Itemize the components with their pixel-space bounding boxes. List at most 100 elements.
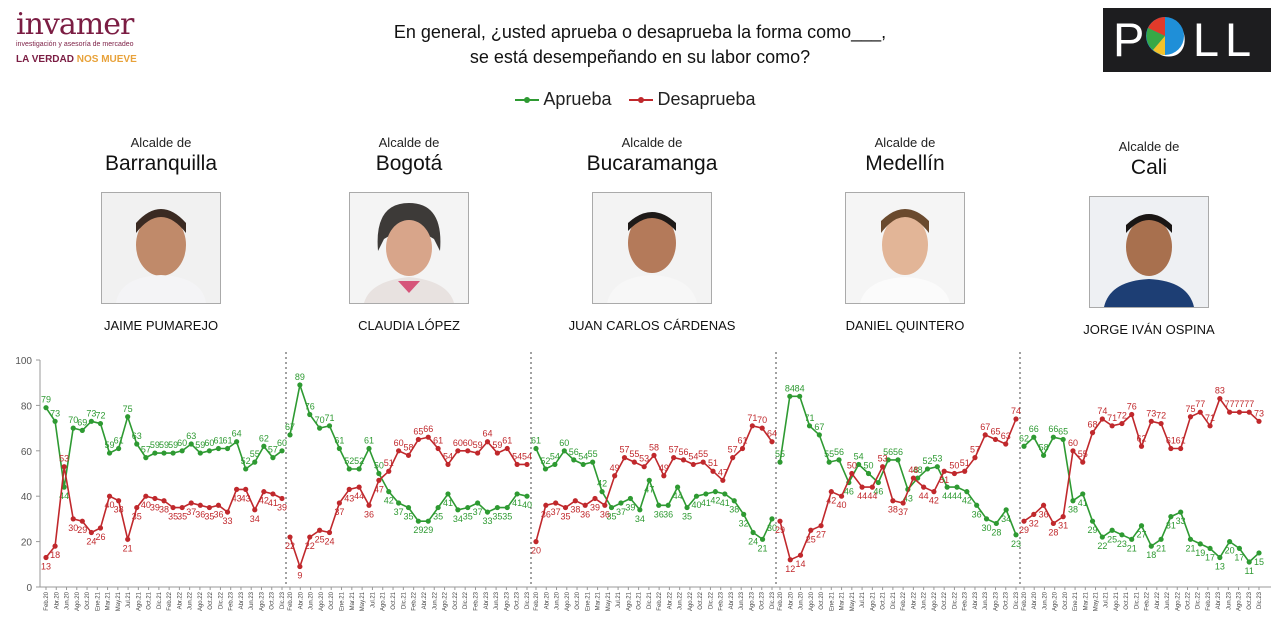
disapprove-point	[572, 498, 578, 504]
approve-point	[1129, 536, 1135, 542]
approve-point	[179, 448, 185, 454]
x-tick-label: Ago.23	[1237, 591, 1243, 611]
approve-data-label: 17	[1234, 552, 1244, 562]
disapprove-point	[415, 436, 421, 443]
approve-data-label: 36	[663, 509, 673, 519]
disapprove-point	[143, 493, 149, 499]
disapprove-data-label: 50	[949, 461, 959, 471]
disapprove-point	[152, 495, 158, 502]
approve-data-label: 18	[1146, 550, 1156, 560]
approve-point	[297, 382, 303, 388]
disapprove-point	[336, 500, 342, 506]
disapprove-point	[524, 461, 530, 468]
approve-point	[856, 461, 862, 468]
disapprove-point	[849, 470, 855, 477]
approve-data-label: 63	[132, 431, 142, 441]
disapprove-point	[553, 500, 559, 506]
approve-point	[1236, 545, 1243, 552]
disapprove-point	[1031, 511, 1037, 517]
approve-data-label: 56	[893, 447, 903, 457]
approve-data-label: 29	[1088, 525, 1098, 535]
disapprove-data-label: 55	[629, 449, 639, 459]
x-tick-label: Ene.21	[829, 591, 835, 611]
approve-point	[964, 489, 970, 495]
approve-point	[197, 450, 203, 456]
approve-point	[116, 445, 122, 452]
x-tick-label: Ago.20	[809, 591, 815, 611]
x-tick-label: Feb.23	[473, 591, 479, 610]
x-tick-label: Jun.20	[65, 591, 71, 610]
approve-point	[590, 459, 596, 465]
approve-data-label: 54	[550, 451, 560, 461]
approve-data-label: 36	[972, 509, 982, 519]
approve-point	[1109, 527, 1115, 533]
disapprove-data-label: 54	[512, 451, 522, 461]
x-tick-label: Abr.20	[544, 591, 550, 609]
approve-point	[816, 432, 822, 438]
disapprove-point	[1129, 411, 1135, 418]
approve-point	[580, 461, 586, 468]
y-tick-label: 100	[15, 356, 32, 367]
tagline-b: NOS MUEVE	[76, 54, 137, 65]
panel-city: Bucaramanga	[586, 152, 718, 175]
approve-point	[974, 502, 980, 508]
brand-wordmark: invamer	[16, 7, 134, 42]
x-tick-label: Feb.22	[412, 591, 418, 610]
disapprove-point	[1246, 409, 1252, 415]
disapprove-point	[759, 425, 765, 431]
approve-point	[944, 484, 950, 490]
disapprove-point	[777, 518, 783, 524]
approve-point	[1060, 436, 1066, 443]
panel-prefix: Alcalde de	[874, 135, 936, 150]
x-tick-label: Dic.23	[1257, 591, 1263, 609]
approve-data-label: 42	[962, 496, 972, 506]
disapprove-data-label: 36	[541, 509, 551, 519]
approve-point	[152, 450, 158, 456]
x-tick-label: Ene.21	[1073, 591, 1079, 611]
disapprove-data-label: 14	[796, 559, 806, 569]
approve-data-label: 42	[384, 496, 394, 506]
approve-data-label: 22	[1097, 541, 1107, 551]
approve-data-label: 35	[502, 512, 512, 522]
disapprove-data-label: 61	[502, 436, 512, 446]
approve-data-label: 61	[213, 436, 223, 446]
disapprove-data-label: 12	[785, 564, 795, 574]
approve-point	[307, 411, 313, 418]
disapprove-point	[1119, 420, 1125, 427]
approve-point	[206, 448, 212, 454]
disapprove-point	[270, 491, 276, 497]
x-tick-label: Oct.23	[1004, 591, 1010, 609]
x-tick-label: Abr.20	[1032, 591, 1038, 609]
disapprove-point	[808, 527, 814, 533]
approve-point	[494, 504, 500, 511]
x-tick-label: Oct.20	[819, 591, 825, 609]
disapprove-point	[224, 509, 231, 515]
disapprove-data-label: 21	[123, 543, 133, 553]
approve-point	[52, 418, 58, 424]
disapprove-data-label: 73	[1254, 408, 1264, 418]
x-tick-label: Abr.22	[911, 591, 917, 609]
approve-data-label: 59	[150, 440, 160, 450]
panel-prefix: Alcalde de	[1118, 139, 1180, 154]
x-tick-label: Abr.22	[177, 591, 183, 609]
panel-prefix: Alcalde de	[378, 135, 440, 150]
brand-subtitle: investigación y asesoría de mercadeo	[16, 41, 134, 48]
approve-data-label: 52	[354, 456, 364, 466]
disapprove-data-label: 77	[1234, 399, 1244, 409]
x-tick-label: Oct.21	[881, 591, 887, 609]
disapprove-point	[179, 504, 185, 511]
disapprove-data-label: 58	[649, 442, 659, 452]
x-tick-label: Abr.22	[667, 591, 673, 609]
approve-data-label: 62	[1019, 433, 1029, 443]
disapprove-data-label: 33	[223, 516, 233, 526]
x-tick-label: Feb.23	[719, 591, 725, 610]
approve-point	[1013, 532, 1019, 538]
x-tick-label: Oct.20	[1063, 591, 1069, 609]
disapprove-point	[61, 464, 67, 470]
x-tick-label: Ago.23	[259, 591, 265, 611]
approve-point	[665, 502, 671, 508]
disapprove-data-label: 57	[728, 445, 738, 455]
x-tick-label: Oct.20	[329, 591, 335, 609]
approve-point	[934, 464, 940, 470]
x-tick-label: Jun.22	[678, 591, 684, 610]
